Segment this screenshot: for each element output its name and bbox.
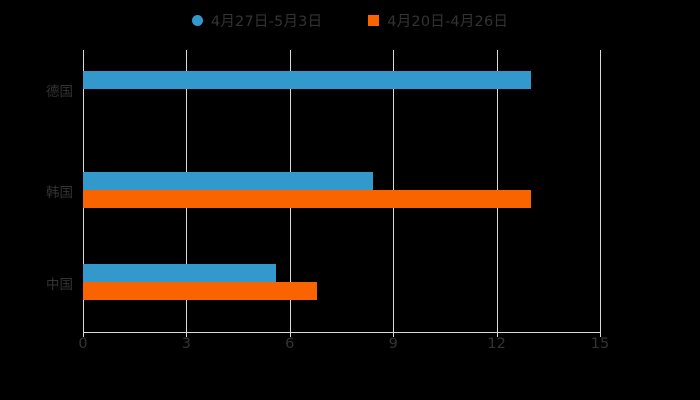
x-axis-tick-label: 15 — [590, 336, 610, 352]
legend-square-marker-icon — [368, 14, 380, 26]
plot-area — [83, 50, 601, 332]
bar[interactable] — [83, 282, 318, 300]
legend-item-new-week[interactable]: 4月27日-5月3日 — [191, 10, 323, 31]
x-axis-tick-mark — [600, 332, 601, 337]
chart-legend: 4月27日-5月3日 4月20日-4月26日 — [0, 8, 700, 32]
x-axis-tick-mark — [496, 332, 498, 337]
y-axis-category-label: 中国 — [46, 277, 73, 293]
x-axis-tick-mark — [289, 332, 291, 337]
legend-item-label: 4月27日-5月3日 — [210, 13, 323, 30]
legend-item-prev-week[interactable]: 4月20日-4月26日 — [368, 10, 508, 31]
x-axis-tick-label: 9 — [388, 336, 398, 352]
bar[interactable] — [83, 190, 532, 208]
bar[interactable] — [83, 264, 276, 282]
x-axis-tick-label: 6 — [285, 336, 295, 352]
legend-circle-marker-icon — [191, 14, 203, 26]
y-axis-category-label: 韩国 — [46, 185, 73, 201]
bar[interactable] — [83, 172, 373, 190]
x-axis-tick-mark — [393, 332, 395, 337]
bar[interactable] — [83, 71, 532, 89]
x-axis-tick-label: 3 — [181, 336, 192, 352]
y-axis-category-label: 德国 — [46, 84, 73, 100]
legend-item-label: 4月20日-4月26日 — [387, 13, 509, 30]
x-axis-tick-label: 12 — [487, 336, 506, 352]
x-axis-line — [83, 332, 601, 333]
x-axis-tick-mark — [186, 332, 188, 337]
x-axis-tick-label: 0 — [78, 336, 88, 352]
gridline — [600, 50, 601, 332]
x-axis-tick-mark — [83, 332, 84, 337]
